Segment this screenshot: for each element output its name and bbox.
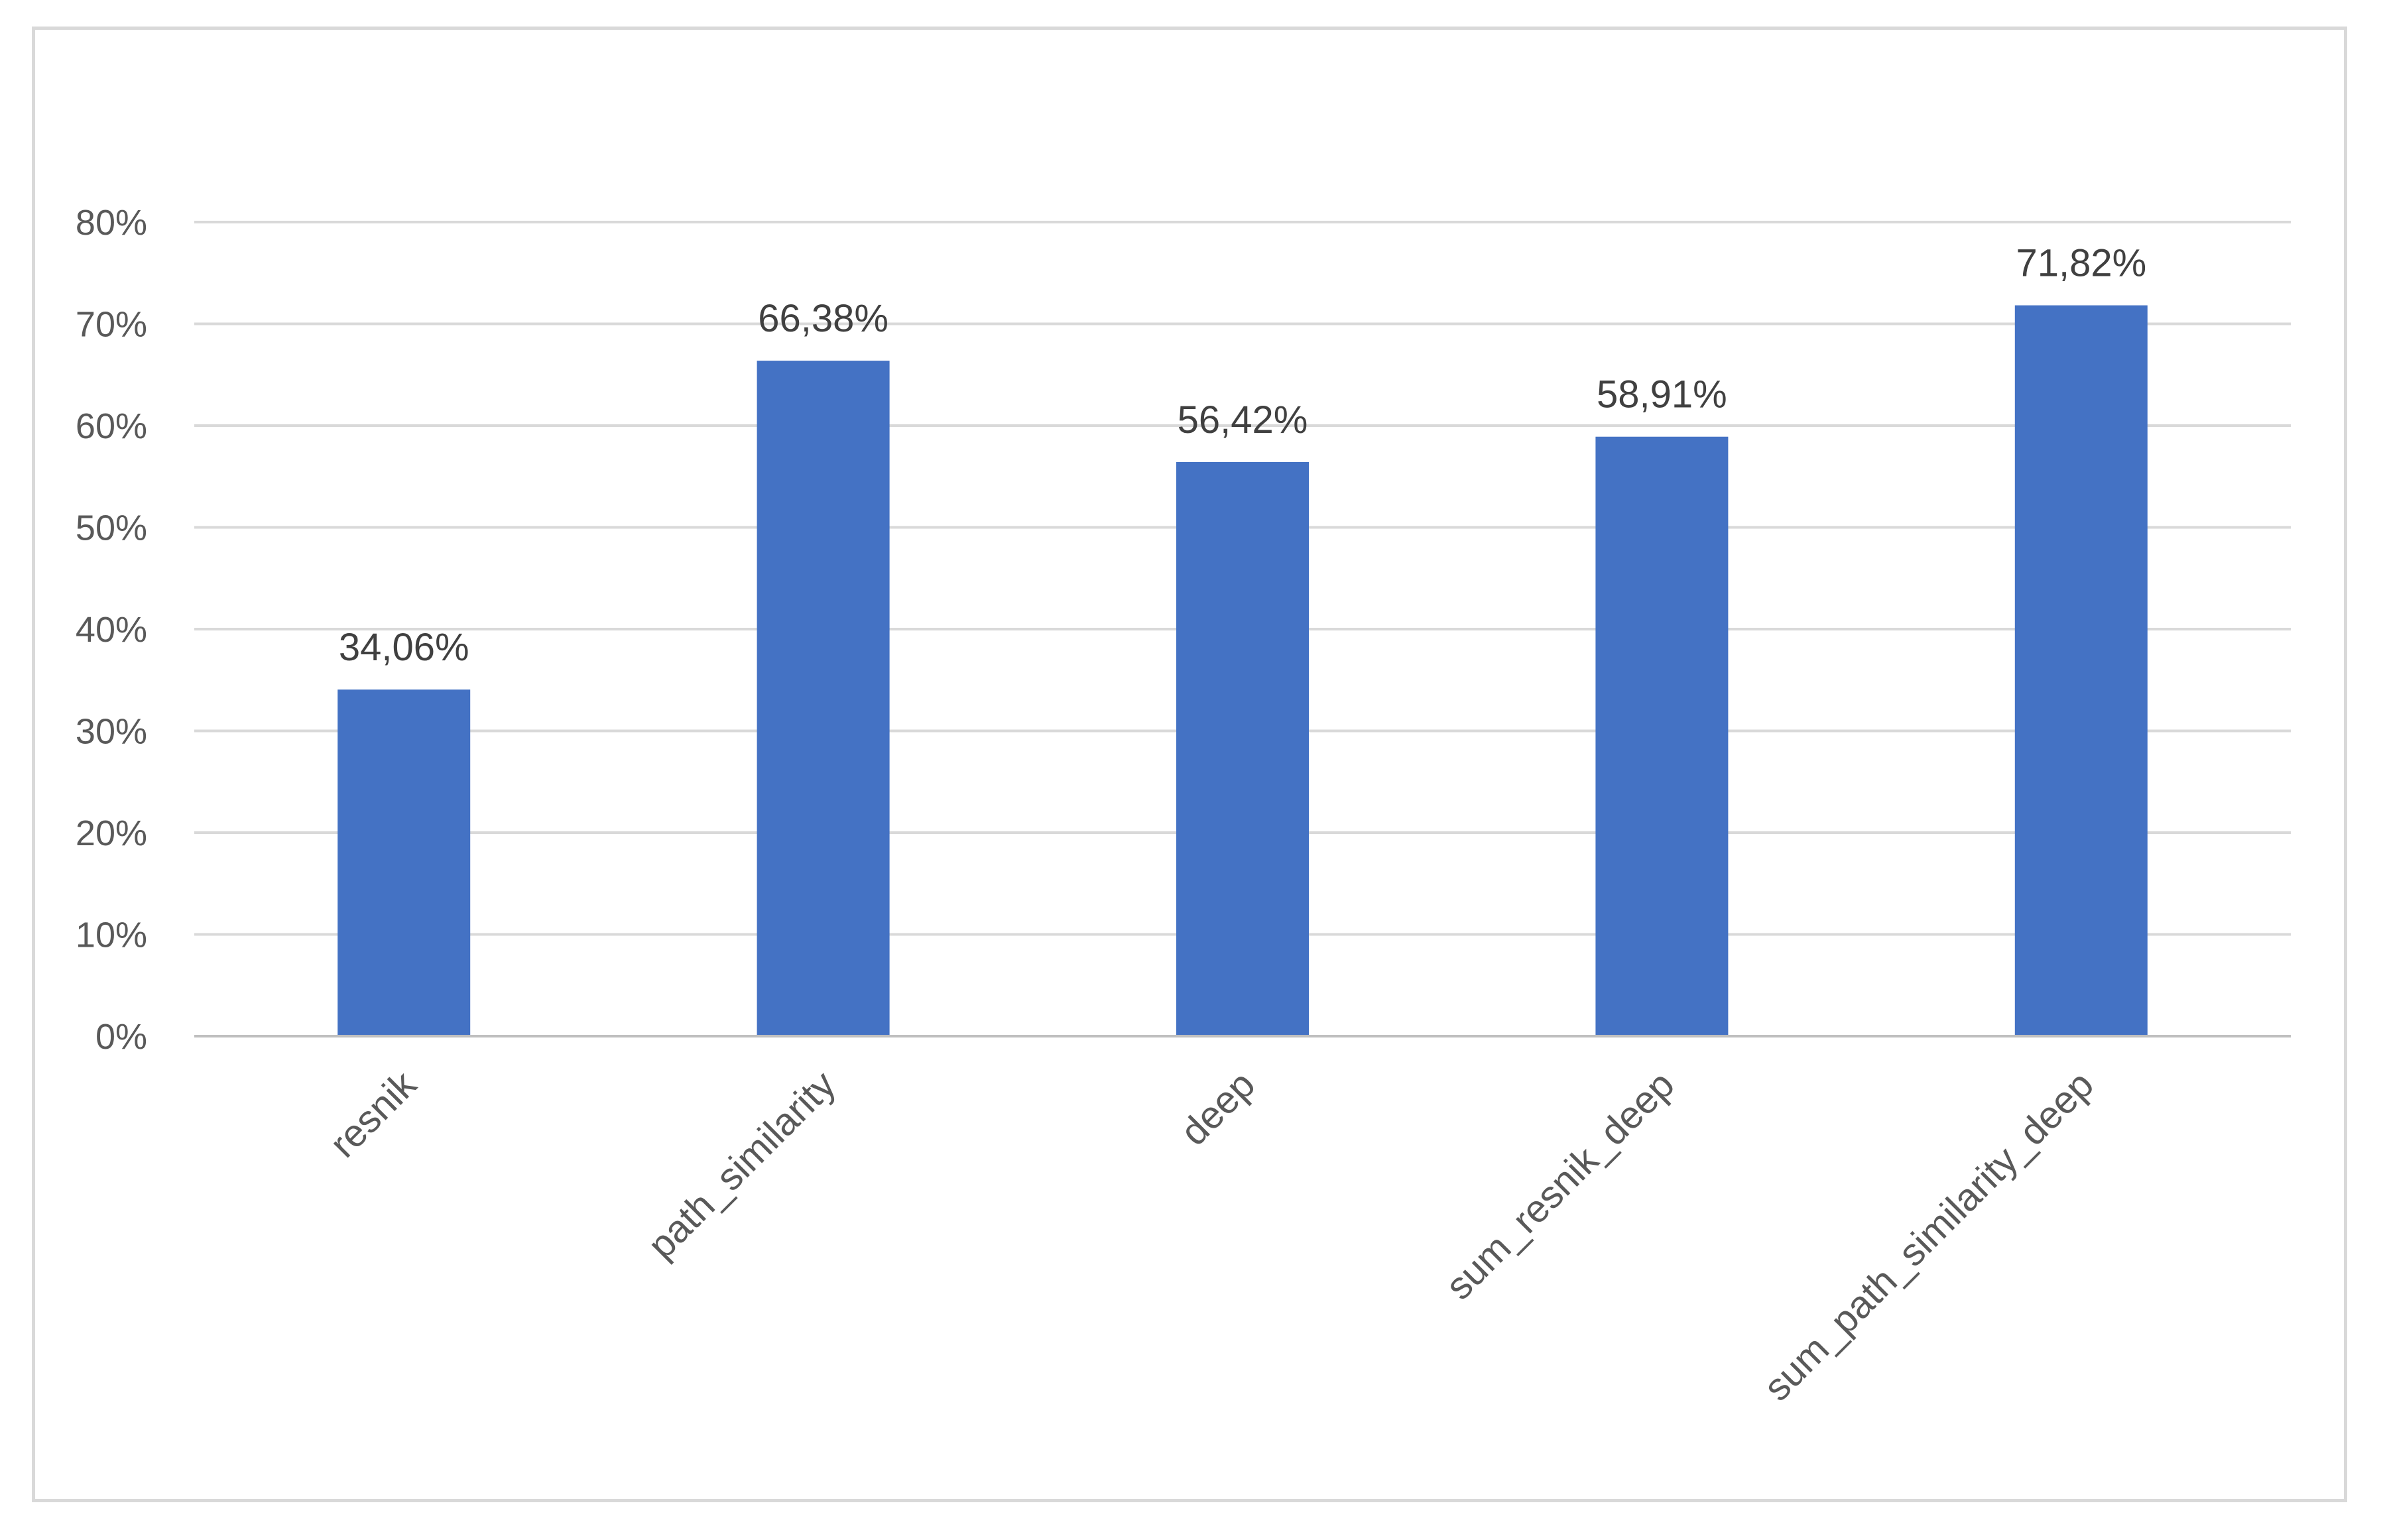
y-tick-label: 10% xyxy=(76,916,147,955)
data-label: 56,42% xyxy=(1178,398,1308,442)
bar-resnik xyxy=(337,689,471,1036)
data-label: 66,38% xyxy=(758,297,888,340)
y-tick-label: 0% xyxy=(95,1017,147,1057)
y-tick-label: 70% xyxy=(76,305,147,345)
data-label: 71,82% xyxy=(2016,242,2146,285)
y-axis-ticks: 0% 10% 20% 30% 40% 50% 60% 70% 80% xyxy=(76,203,147,1057)
data-label: 34,06% xyxy=(339,626,469,669)
y-tick-label: 60% xyxy=(76,406,147,446)
data-label: 58,91% xyxy=(1597,373,1727,416)
bar-path-similarity xyxy=(757,361,890,1036)
y-tick-label: 20% xyxy=(76,813,147,853)
x-tick-label: resnik xyxy=(322,1063,425,1166)
bar-sum-resnik-deep xyxy=(1595,436,1729,1036)
bars xyxy=(337,305,2148,1036)
bar-deep xyxy=(1176,461,1309,1036)
x-tick-label: sum_path_similarity_deep xyxy=(1756,1063,2102,1409)
y-tick-label: 40% xyxy=(76,610,147,650)
x-tick-label: deep xyxy=(1172,1063,1263,1154)
data-labels: 34,06% 66,38% 56,42% 58,91% 71,82% xyxy=(339,242,2146,670)
x-axis-labels: resnik path_similarity deep sum_resnik_deep… xyxy=(322,1063,2102,1409)
x-tick-label: path_similarity xyxy=(640,1063,844,1267)
y-tick-label: 30% xyxy=(76,712,147,752)
y-tick-label: 50% xyxy=(76,508,147,548)
bar-sum-path-similarity-deep xyxy=(2014,305,2148,1036)
y-tick-label: 80% xyxy=(76,203,147,243)
x-tick-label: sum_resnik_deep xyxy=(1437,1063,1683,1308)
